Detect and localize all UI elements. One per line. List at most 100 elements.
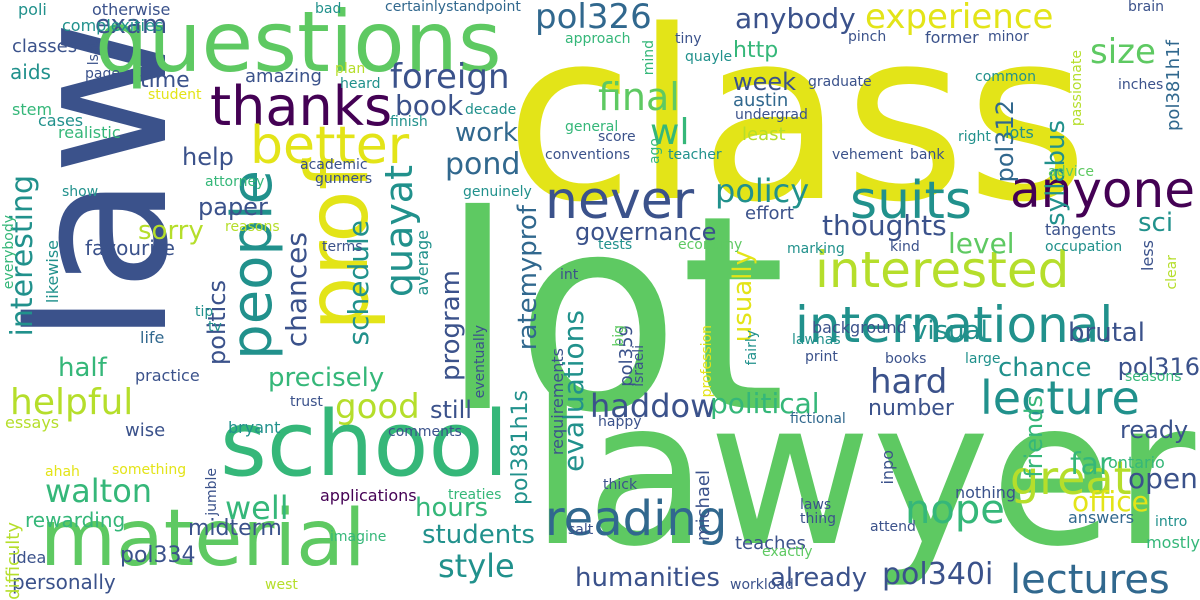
- word-12: anyone: [1010, 161, 1195, 219]
- word-164: advice: [1048, 164, 1094, 180]
- word-90: wise: [125, 420, 166, 441]
- word-103: answers: [1068, 508, 1135, 527]
- word-119: something: [112, 462, 187, 478]
- word-4: questions: [95, 0, 502, 91]
- word-141: quayle: [685, 49, 733, 65]
- word-138: approach: [565, 31, 631, 47]
- word-11: suits: [850, 171, 972, 231]
- word-16: lecture: [980, 371, 1140, 425]
- word-13: never: [545, 171, 695, 231]
- word-149: general: [565, 119, 619, 135]
- word-173: kind: [890, 239, 920, 255]
- word-57: number: [868, 396, 954, 421]
- word-33: hard: [870, 362, 948, 402]
- word-116: treaties: [448, 487, 502, 503]
- word-98: israeli: [631, 345, 647, 387]
- word-51: sci: [1138, 208, 1174, 238]
- word-101: michael: [693, 470, 714, 541]
- word-170: economy: [678, 237, 743, 253]
- word-124: tip: [195, 304, 214, 320]
- word-20: foreign: [390, 57, 510, 97]
- word-191: gunners: [315, 171, 373, 187]
- word-148: score: [598, 129, 636, 145]
- word-99: requirements: [548, 348, 567, 456]
- word-132: classes: [12, 36, 78, 57]
- word-161: passionate: [1069, 50, 1085, 127]
- word-153: common: [975, 69, 1036, 85]
- word-174: tangents: [1045, 220, 1116, 239]
- word-38: ratemyprof: [513, 205, 543, 351]
- word-135: otherwise: [92, 0, 171, 19]
- word-195: terms: [322, 239, 363, 255]
- word-52: thoughts: [822, 209, 947, 242]
- word-117: salt: [568, 522, 594, 538]
- word-113: imagine: [330, 529, 387, 545]
- word-110: exactly: [762, 544, 813, 560]
- word-178: background: [812, 318, 907, 337]
- word-92: ahah: [45, 464, 80, 480]
- word-74: well: [225, 489, 289, 527]
- word-107: nothing: [955, 483, 1017, 502]
- word-42: humanities: [575, 563, 720, 593]
- word-193: attorney: [205, 174, 265, 190]
- word-68: paper: [198, 193, 268, 221]
- word-55: chance: [998, 353, 1092, 383]
- word-171: effort: [745, 203, 794, 224]
- word-18: reading: [545, 491, 728, 547]
- word-182: big: [611, 325, 627, 347]
- word-114: jumble: [204, 468, 220, 516]
- word-106: ontario: [1108, 453, 1165, 472]
- word-131: student: [148, 87, 202, 103]
- word-73: half: [58, 353, 107, 383]
- word-137: certainlystandpoint: [385, 0, 521, 15]
- word-54: brutal: [1068, 318, 1146, 348]
- word-179: lawhas: [792, 332, 841, 348]
- word-156: inches: [1118, 77, 1164, 93]
- word-146: decade: [465, 102, 517, 118]
- word-183: int: [560, 267, 579, 283]
- word-85: pol334: [120, 543, 196, 568]
- word-24: final: [598, 75, 680, 119]
- word-61: week: [733, 68, 797, 96]
- word-142: plan: [335, 61, 366, 77]
- word-31: political: [710, 387, 820, 420]
- word-187: large: [965, 351, 1001, 367]
- word-1: lot: [440, 157, 787, 472]
- word-5: school: [220, 392, 509, 497]
- word-81: time: [140, 68, 190, 93]
- word-37: policy: [715, 172, 810, 210]
- word-100: happy: [598, 414, 642, 430]
- word-118: thick: [603, 477, 638, 493]
- word-136: bad: [315, 1, 342, 17]
- word-50: level: [948, 227, 1015, 260]
- word-25: wl: [650, 112, 690, 153]
- word-86: personally: [12, 570, 116, 594]
- word-150: undergrad: [735, 107, 808, 123]
- word-105: mostly: [1146, 533, 1200, 552]
- word-154: right: [958, 129, 991, 145]
- word-151: least: [742, 124, 786, 145]
- word-80: aids: [10, 60, 51, 84]
- word-3: lawyer: [530, 358, 1196, 591]
- word-79: exam: [95, 10, 168, 40]
- word-125: likewise: [43, 240, 62, 304]
- word-102: inpo: [878, 450, 897, 485]
- word-152: graduate: [808, 74, 872, 90]
- word-123: tv: [208, 319, 222, 335]
- word-190: attend: [870, 519, 916, 535]
- word-163: bank: [910, 147, 945, 163]
- word-91: bryant: [228, 418, 281, 437]
- word-196: reasons: [225, 219, 280, 235]
- word-128: cases: [38, 111, 84, 130]
- word-95: teaches: [735, 533, 806, 554]
- word-126: everybody: [1, 215, 17, 290]
- word-27: lectures: [1010, 557, 1170, 600]
- word-35: program: [436, 270, 466, 381]
- word-47: far: [1070, 447, 1112, 482]
- word-30: haddow: [590, 387, 717, 425]
- word-53: visual: [912, 316, 988, 346]
- word-67: help: [182, 143, 234, 171]
- word-15: international: [795, 296, 1114, 354]
- word-197: ago: [647, 138, 663, 165]
